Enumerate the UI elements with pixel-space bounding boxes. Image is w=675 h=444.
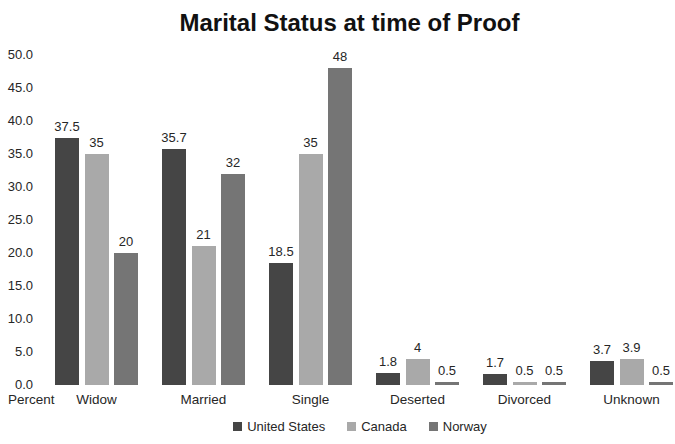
bar-norway-unknown (649, 382, 673, 385)
legend-swatch-icon (429, 422, 438, 431)
y-tick-label: 30.0 (0, 179, 33, 195)
bar-value-label: 32 (203, 155, 263, 171)
bar-value-label: 37.5 (37, 119, 97, 135)
bar-norway-divorced (542, 382, 566, 385)
legend-item-norway: Norway (429, 419, 487, 434)
category-label-divorced: Divorced (475, 392, 575, 408)
bar-norway-widow (114, 253, 138, 385)
bar-canada-widow (85, 154, 109, 385)
y-tick-label: 45.0 (0, 80, 33, 96)
bar-chart: Marital Status at time of Proof 0.0 5.0 10… (0, 0, 675, 444)
bar-norway-married (221, 174, 245, 385)
bar-canada-divorced (513, 382, 537, 385)
chart-title: Marital Status at time of Proof (12, 9, 675, 37)
y-tick-label: 50.0 (0, 47, 33, 63)
legend-label: Canada (361, 419, 407, 434)
y-tick-label: 0.0 (0, 377, 33, 393)
bar-value-label: 35 (67, 135, 127, 151)
y-tick-label: 10.0 (0, 311, 33, 327)
y-tick-label: 20.0 (0, 245, 33, 261)
legend-label: United States (247, 419, 325, 434)
bar-value-label: 4 (388, 340, 448, 356)
bar-value-label: 0.5 (524, 363, 584, 379)
bar-value-label: 48 (310, 49, 370, 65)
bar-value-label: 35.7 (144, 130, 204, 146)
bar-value-label: 20 (96, 234, 156, 250)
legend-swatch-icon (347, 422, 356, 431)
category-label-deserted: Deserted (368, 392, 468, 408)
bar-value-label: 0.5 (631, 363, 675, 379)
category-label-unknown: Unknown (582, 392, 675, 408)
y-tick-label: 5.0 (0, 344, 33, 360)
legend-item-canada: Canada (347, 419, 407, 434)
legend-label: Norway (443, 419, 487, 434)
bar-norway-deserted (435, 382, 459, 385)
y-axis-corner-label: Percent (8, 392, 55, 408)
category-label-married: Married (154, 392, 254, 408)
category-label-single: Single (261, 392, 361, 408)
legend-item-united-states: United States (233, 419, 325, 434)
bar-united-states-unknown (590, 361, 614, 385)
bar-united-states-single (269, 263, 293, 385)
bar-value-label: 3.9 (602, 340, 662, 356)
y-tick-label: 40.0 (0, 113, 33, 129)
bar-united-states-married (162, 149, 186, 385)
bar-united-states-deserted (376, 373, 400, 385)
category-label-widow: Widow (47, 392, 147, 408)
bar-united-states-widow (55, 138, 79, 386)
bar-canada-single (299, 154, 323, 385)
y-tick-label: 35.0 (0, 146, 33, 162)
y-tick-label: 25.0 (0, 212, 33, 228)
bar-canada-married (192, 246, 216, 385)
legend-swatch-icon (233, 422, 242, 431)
y-tick-label: 15.0 (0, 278, 33, 294)
legend: United States Canada Norway (45, 419, 675, 434)
bar-norway-single (328, 68, 352, 385)
